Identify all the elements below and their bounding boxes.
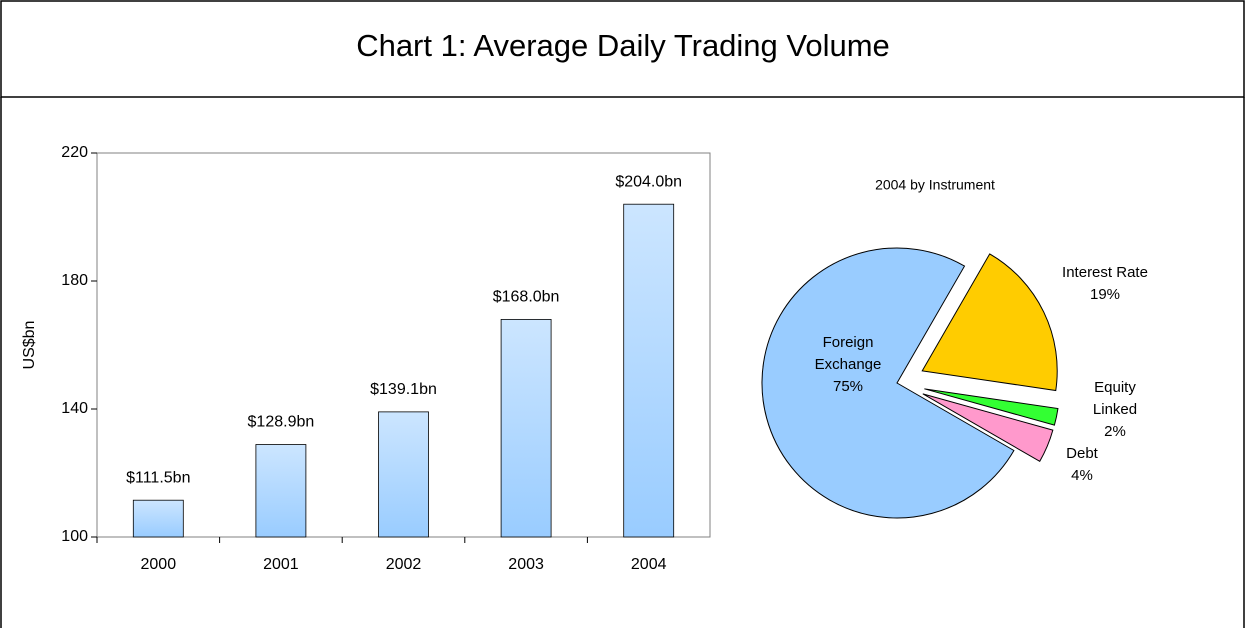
bar [623,203,675,538]
y-tick-label: 140 [61,400,88,417]
value-label: $204.0bn [615,173,682,190]
pie-title: 2004 by Instrument [875,177,995,193]
x-tick-label: 2002 [386,556,422,573]
y-tick-label: 220 [61,144,88,161]
slice-value-label: 75% [832,378,864,395]
x-tick-label: 2003 [508,556,544,573]
value-label: $168.0bn [493,289,560,306]
value-label: $128.9bn [248,414,315,431]
pie-slice [761,247,1015,519]
pie-slice [922,393,1054,463]
pie-slice [921,253,1058,392]
pie-slice [924,388,1059,426]
y-tick-label: 180 [61,272,88,289]
bar [255,444,307,538]
bar [500,318,552,538]
page-title: Chart 1: Average Daily Trading Volume [356,28,890,63]
value-label: $111.5bn [126,469,190,486]
bar [378,411,429,538]
title-box [0,0,1245,98]
slice-value-label: 19% [1089,286,1121,303]
y-axis-label: US$bn [21,321,38,370]
slice-label: Foreign Exchange [814,334,882,373]
bar [132,499,184,538]
slice-label: Debt [1066,445,1098,462]
slice-value-label: 2% [1104,423,1126,440]
slice-value-label: 4% [1071,467,1093,484]
x-tick-label: 2000 [141,556,177,573]
slice-label: Interest Rate [1062,264,1148,281]
x-tick-label: 2001 [263,556,299,573]
y-tick-label: 100 [61,528,88,545]
slice-label: Equity Linked [1092,379,1138,418]
value-label: $139.1bn [370,381,437,398]
x-tick-label: 2004 [631,556,667,573]
